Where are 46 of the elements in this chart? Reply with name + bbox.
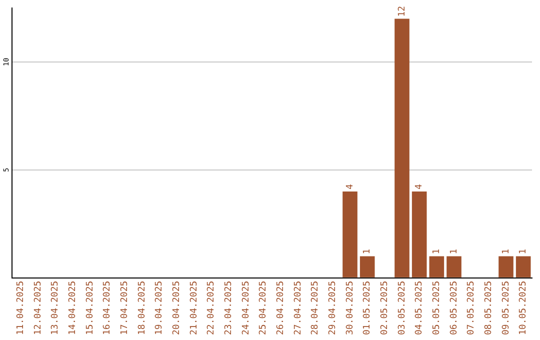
x-tick-label: 13.04.2025: [50, 280, 61, 336]
x-tick-label: 23.04.2025: [224, 280, 234, 336]
x-tick-label: 17.04.2025: [120, 280, 130, 336]
data-label: 1: [362, 248, 373, 254]
x-tick-label: 06.05.2025: [449, 280, 460, 336]
data-label: 4: [345, 184, 356, 190]
x-tick-label: 24.04.2025: [241, 280, 252, 336]
x-tick-label: 14.04.2025: [68, 280, 78, 336]
x-tick-label: 11.04.2025: [16, 280, 26, 336]
x-tick-label: 02.05.2025: [380, 280, 390, 336]
bar: [446, 256, 462, 278]
bar: [394, 18, 410, 278]
x-tick-label: 03.05.2025: [397, 280, 408, 336]
x-tick-label: 30.04.2025: [345, 280, 356, 336]
bar: [412, 191, 427, 278]
x-tick-label: 15.04.2025: [85, 280, 96, 336]
x-tick-label: 22.04.2025: [206, 280, 217, 336]
x-tick-label: 10.05.2025: [518, 280, 529, 336]
data-label: 12: [397, 6, 408, 17]
x-tick-label: 18.04.2025: [137, 280, 148, 336]
bar: [342, 191, 358, 278]
x-tick-label: 28.04.2025: [310, 280, 321, 336]
data-label: 4: [414, 184, 425, 190]
x-tick-label: 05.05.2025: [432, 280, 442, 336]
bar: [360, 256, 375, 278]
data-label: 1: [449, 248, 460, 254]
bar: [516, 256, 531, 278]
x-tick-label: 27.04.2025: [293, 280, 304, 336]
bar: [429, 256, 444, 278]
x-tick-label: 21.04.2025: [189, 280, 200, 336]
data-label: 1: [432, 248, 442, 254]
data-label: 1: [518, 248, 529, 254]
x-tick-label: 04.05.2025: [414, 280, 425, 336]
x-tick-label: 16.04.2025: [102, 280, 113, 336]
x-tick-label: 01.05.2025: [362, 280, 373, 336]
x-tick-label: 20.04.2025: [172, 280, 182, 336]
bar: [498, 256, 514, 278]
x-tick-label: 08.05.2025: [484, 280, 494, 336]
x-tick-label: 07.05.2025: [466, 280, 477, 336]
data-label: 1: [501, 248, 512, 254]
x-tick-label: 26.04.2025: [276, 280, 286, 336]
x-tick-label: 09.05.2025: [501, 280, 512, 336]
x-tick-label: 25.04.2025: [258, 280, 269, 336]
x-tick-label: 19.04.2025: [154, 280, 165, 336]
x-tick-label: 29.04.2025: [328, 280, 338, 336]
x-tick-label: 12.04.2025: [33, 280, 44, 336]
